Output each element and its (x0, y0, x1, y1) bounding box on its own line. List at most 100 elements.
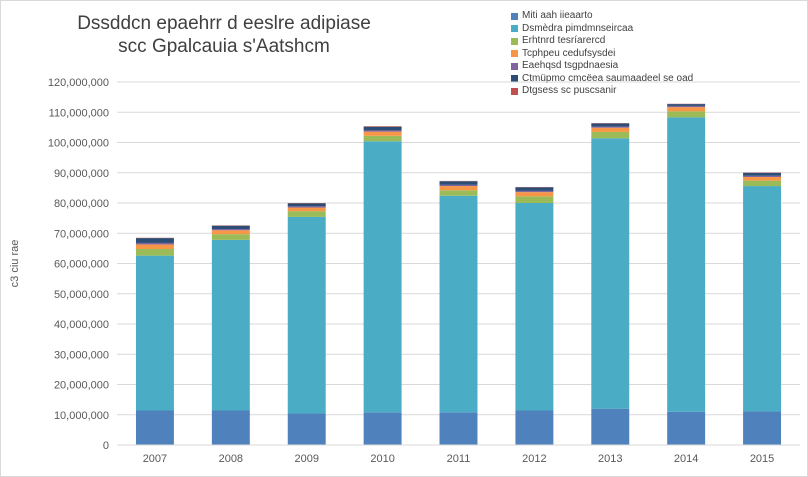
y-tick-label: 40,000,000 (54, 319, 109, 331)
legend-label: Dtgsess sc puscsanir (522, 85, 617, 96)
bar-segment (743, 176, 782, 181)
bar-segment (363, 131, 402, 136)
bar-segment (439, 195, 478, 413)
bar-segment (743, 175, 782, 177)
bar-segment (439, 184, 478, 187)
bar-segment (135, 238, 174, 243)
bar-segment (211, 230, 250, 235)
bar-segment (667, 105, 706, 108)
bar-segment (743, 172, 782, 176)
y-axis-ticks: 0 10,000,000 20,000,000 30,000,000 40,000,00… (48, 77, 109, 452)
bar-segment (439, 181, 478, 185)
legend-item: Ctmüpmo cmcëea saumaadeel se oad (511, 73, 693, 86)
legend-swatch (511, 87, 518, 95)
legend-label: Erhtnrd tesríarercd (522, 35, 606, 46)
bar-segment (743, 411, 782, 445)
legend-swatch (511, 62, 518, 70)
legend-swatch (511, 75, 518, 83)
bar-segment (363, 141, 402, 413)
bar-segment (363, 135, 402, 142)
bar-segment (211, 229, 250, 231)
bar-segment (515, 190, 554, 193)
bar-segment (287, 211, 326, 217)
bar-segment (591, 127, 630, 132)
bar-segment (591, 123, 630, 127)
bar-segment (591, 408, 630, 445)
x-tick-label: 2012 (522, 453, 546, 465)
legend-item: Miti aah iieaarto (511, 10, 693, 23)
bar-segment (743, 186, 782, 412)
legend-swatch (511, 50, 518, 58)
legend-swatch (511, 12, 518, 20)
chart-title-line-2: scc Gpalcauia s'Aatshcm (118, 36, 330, 57)
bar-segment (211, 225, 250, 230)
y-tick-label: 0 (103, 440, 109, 452)
legend-item: Erhtnrd tesríarercd (511, 35, 693, 48)
y-tick-label: 30,000,000 (54, 349, 109, 361)
chart-title: Dssddcn epaehrr d eeslre adipiase scc Gp… (14, 12, 434, 58)
bar-segment (211, 410, 250, 445)
bar-segment (591, 131, 630, 139)
x-tick-label: 2011 (447, 453, 471, 465)
y-tick-label: 70,000,000 (54, 228, 109, 240)
bar-segment (515, 410, 554, 445)
bar-segment (363, 126, 402, 131)
bar-segment (667, 411, 706, 445)
bar-segment (287, 413, 326, 445)
bar-segment (515, 196, 554, 203)
legend-label: Tcphpeu cedufsysdei (522, 47, 616, 59)
bar-segment (743, 180, 782, 187)
y-tick-label: 90,000,000 (54, 168, 109, 180)
x-tick-label: 2007 (143, 453, 167, 465)
bar-segment (363, 130, 402, 132)
y-tick-label: 80,000,000 (54, 198, 109, 210)
chart-title-line-1: Dssddcn epaehrr d eeslre adipiase (77, 13, 371, 34)
y-tick-label: 100,000,000 (48, 138, 109, 150)
chart-legend: Miti aah iieaarto Dsmèdra pimdmnseircaa … (511, 10, 693, 98)
bar-segment (135, 242, 174, 245)
bar-segment (591, 126, 630, 128)
y-tick-label: 50,000,000 (54, 289, 109, 301)
bar-segment (211, 239, 250, 411)
bar-segment (135, 244, 174, 249)
x-tick-label: 2015 (750, 453, 774, 465)
bar-segment (667, 111, 706, 118)
bar-segment (667, 107, 706, 112)
bar-segment (211, 234, 250, 240)
bar-segment (287, 203, 326, 207)
bar-segment (515, 203, 554, 411)
bar-segment (591, 138, 630, 409)
legend-swatch (511, 37, 518, 45)
bar-segment (363, 126, 402, 127)
legend-label: Ctmüpmo cmcëea saumaadeel se oad (522, 72, 694, 84)
legend-item: Dtgsess sc puscsanir (511, 85, 693, 98)
bar-segment (135, 410, 174, 445)
bar-segment (287, 206, 326, 208)
bar-segment (667, 104, 706, 106)
bar-stacks (135, 103, 782, 445)
x-tick-label: 2010 (370, 453, 394, 465)
legend-label: Eaehqsd tsgpdnaesia (522, 60, 619, 71)
bar-segment (135, 255, 174, 411)
x-tick-label: 2008 (219, 453, 243, 465)
y-axis-label: c3 ciu rae (9, 240, 21, 288)
legend-label: Dsmèdra pimdmnseircaa (522, 22, 634, 34)
x-tick-label: 2009 (294, 453, 318, 465)
bar-segment (363, 412, 402, 445)
legend-item: Eaehqsd tsgpdnaesia (511, 60, 693, 73)
bar-segment (287, 207, 326, 212)
y-tick-label: 110,000,000 (49, 107, 109, 119)
x-axis-ticks: 2007 2008 2009 2010 2011 2012 2013 2014 2015 (143, 453, 775, 465)
y-tick-label: 10,000,000 (54, 410, 109, 422)
bar-segment (135, 248, 174, 256)
bar-segment (287, 216, 326, 414)
y-tick-label: 120,000,000 (48, 77, 109, 89)
bar-segment (515, 187, 554, 191)
bar-segment (439, 412, 478, 445)
legend-item: Dsmèdra pimdmnseircaa (511, 23, 693, 36)
y-tick-label: 60,000,000 (54, 259, 109, 271)
bar-segment (439, 186, 478, 191)
bar-segment (515, 192, 554, 197)
legend-label: Miti aah iieaarto (522, 10, 593, 21)
